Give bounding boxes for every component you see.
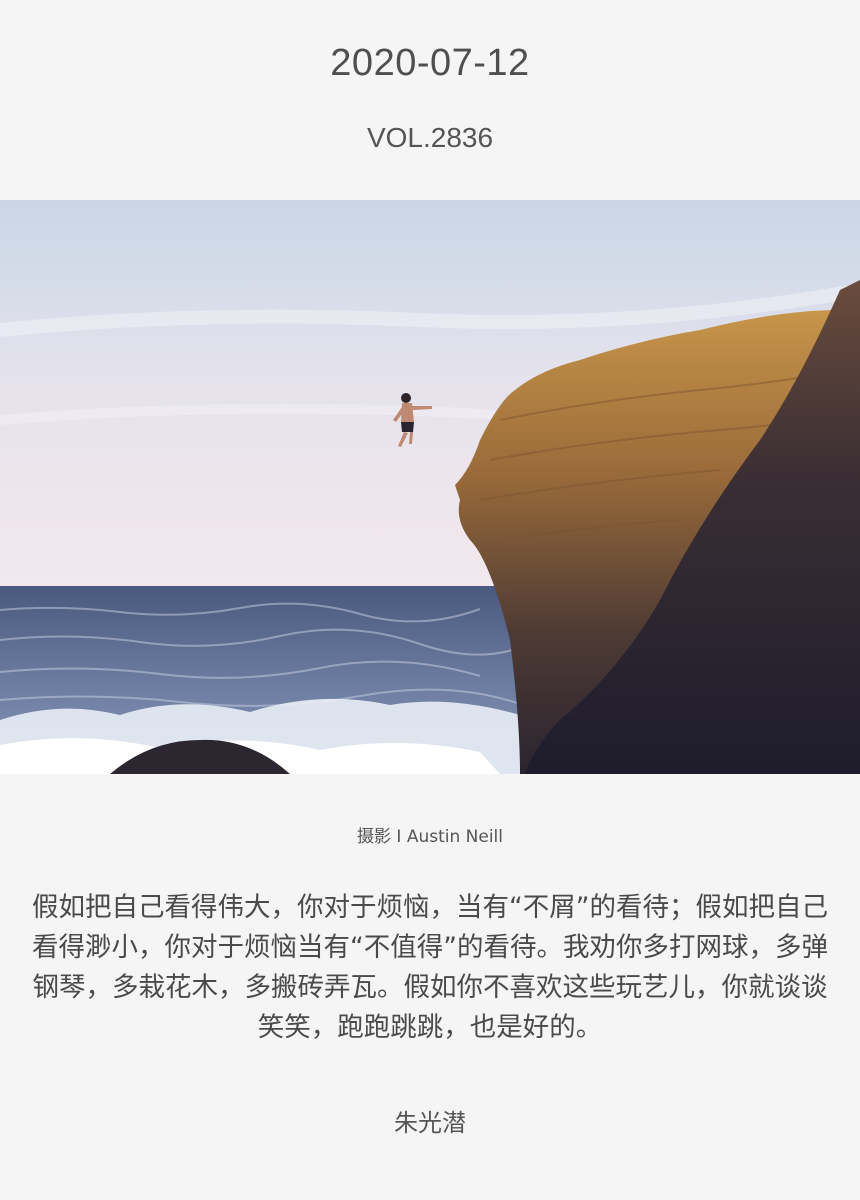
quote-author: 朱光潜 xyxy=(394,1109,466,1137)
photo-credit: 摄影 I Austin Neill xyxy=(357,827,503,847)
cliff-jump-photo xyxy=(0,200,860,774)
quote-text: 假如把自己看得伟大，你对于烦恼，当有“不屑”的看待；假如把自己看得渺小，你对于烦… xyxy=(32,892,828,1043)
jumper-figure xyxy=(393,393,432,447)
date-heading: 2020-07-12 xyxy=(330,42,530,84)
volume-label: VOL.2836 xyxy=(366,122,494,153)
